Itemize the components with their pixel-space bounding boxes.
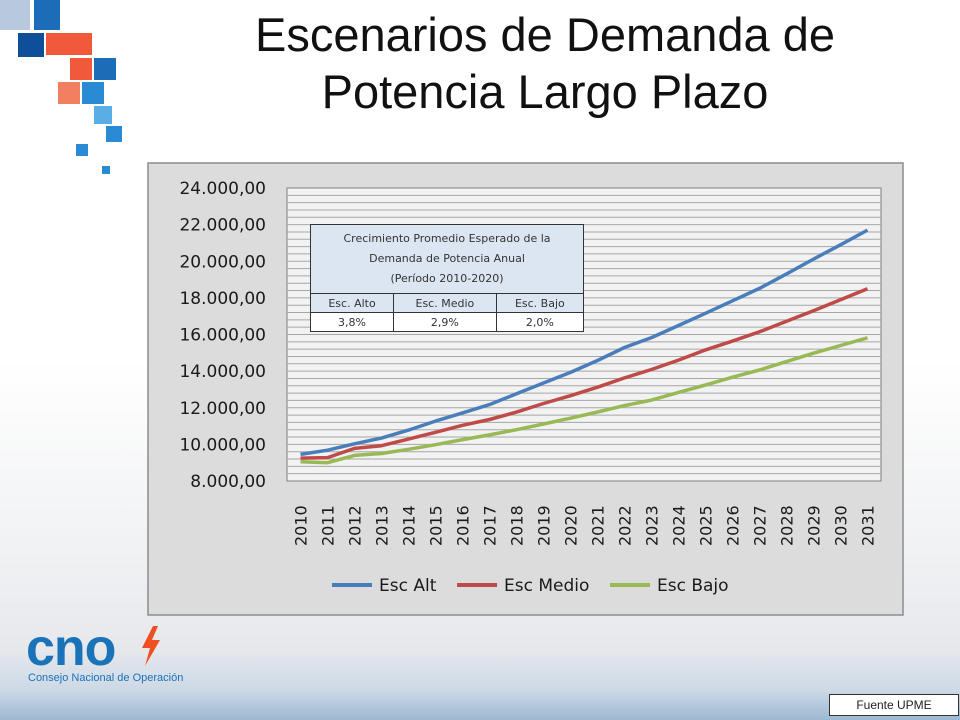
- x-tick-label: 2010: [292, 505, 311, 546]
- x-tick-label: 2021: [589, 505, 608, 546]
- growth-table-value-medio: 2,9%: [393, 312, 497, 332]
- x-tick-label: 2020: [562, 505, 581, 546]
- y-tick-label: 22.000,00: [179, 216, 266, 236]
- x-tick-label: 2018: [508, 505, 527, 546]
- cno-logo: cno Consejo Nacional de Operación: [26, 619, 183, 684]
- legend-label: Esc Bajo: [657, 576, 729, 596]
- x-tick-label: 2022: [616, 505, 635, 546]
- x-tick-label: 2019: [535, 505, 554, 546]
- x-tick-label: 2016: [454, 505, 473, 546]
- x-tick-label: 2023: [643, 505, 662, 546]
- legend-label: Esc Medio: [504, 576, 589, 596]
- x-tick-label: 2012: [346, 505, 365, 546]
- growth-table-header-alto: Esc. Alto: [309, 293, 395, 313]
- x-tick-label: 2017: [481, 505, 500, 546]
- legend-label: Esc Alt: [379, 576, 437, 596]
- x-tick-label: 2030: [832, 505, 851, 546]
- growth-table-header-bajo: Esc. Bajo: [495, 293, 585, 313]
- growth-table-header-medio: Esc. Medio: [393, 293, 497, 313]
- x-tick-label: 2011: [319, 505, 338, 546]
- corner-square: [106, 126, 122, 142]
- corner-square: [76, 144, 88, 156]
- y-tick-label: 20.000,00: [179, 252, 266, 272]
- series-line-1: [300, 287, 869, 460]
- y-tick-label: 24.000,00: [179, 179, 266, 199]
- x-tick-label: 2027: [751, 505, 770, 546]
- y-tick-label: 14.000,00: [179, 362, 266, 382]
- x-tick-label: 2031: [859, 505, 878, 546]
- corner-square: [94, 58, 116, 80]
- x-tick-label: 2028: [778, 505, 797, 546]
- corner-square: [34, 0, 60, 30]
- corner-square: [18, 33, 44, 57]
- y-tick-label: 16.000,00: [179, 326, 266, 346]
- growth-table-caption-line1: Crecimiento Promedio Esperado de la: [343, 232, 551, 245]
- growth-table-caption-line3: (Período 2010-2020): [390, 272, 504, 285]
- corner-square: [58, 82, 80, 104]
- x-tick-label: 2024: [670, 505, 689, 546]
- x-tick-label: 2029: [805, 505, 824, 546]
- x-tick-label: 2015: [427, 505, 446, 546]
- x-tick-label: 2026: [724, 505, 743, 546]
- lightning-bolt-icon: [142, 626, 160, 666]
- x-tick-label: 2014: [400, 505, 419, 546]
- corner-square: [102, 166, 110, 174]
- slide-title: Escenarios de Demanda de Potencia Largo …: [130, 6, 960, 120]
- cno-logo-subtitle: Consejo Nacional de Operación: [28, 672, 184, 684]
- x-tick-label: 2013: [373, 505, 392, 546]
- growth-rate-table: Crecimiento Promedio Esperado de la Dema…: [309, 224, 585, 332]
- growth-table-caption: Crecimiento Promedio Esperado de la Dema…: [310, 224, 584, 294]
- y-tick-label: 18.000,00: [179, 289, 266, 309]
- x-tick-label: 2025: [697, 505, 716, 546]
- corner-square: [82, 82, 104, 104]
- corner-square: [0, 0, 30, 30]
- corner-square: [94, 106, 112, 124]
- cno-logo-text: cno: [26, 619, 116, 677]
- y-tick-label: 8.000,00: [190, 472, 266, 492]
- corner-square: [46, 33, 92, 55]
- slide-title-line2: Potencia Largo Plazo: [321, 65, 769, 118]
- y-tick-label: 10.000,00: [179, 435, 266, 455]
- growth-table-value-bajo: 2,0%: [495, 312, 585, 332]
- growth-table-value-alto: 3,8%: [309, 312, 395, 332]
- source-note: Fuente UPME: [829, 694, 959, 716]
- slide-title-line1: Escenarios de Demanda de: [254, 8, 836, 61]
- series-line-0: [300, 228, 869, 457]
- y-tick-label: 12.000,00: [179, 399, 266, 419]
- corner-square: [70, 58, 92, 80]
- series-line-2: [300, 336, 868, 465]
- growth-table-caption-line2: Demanda de Potencia Anual: [369, 252, 525, 265]
